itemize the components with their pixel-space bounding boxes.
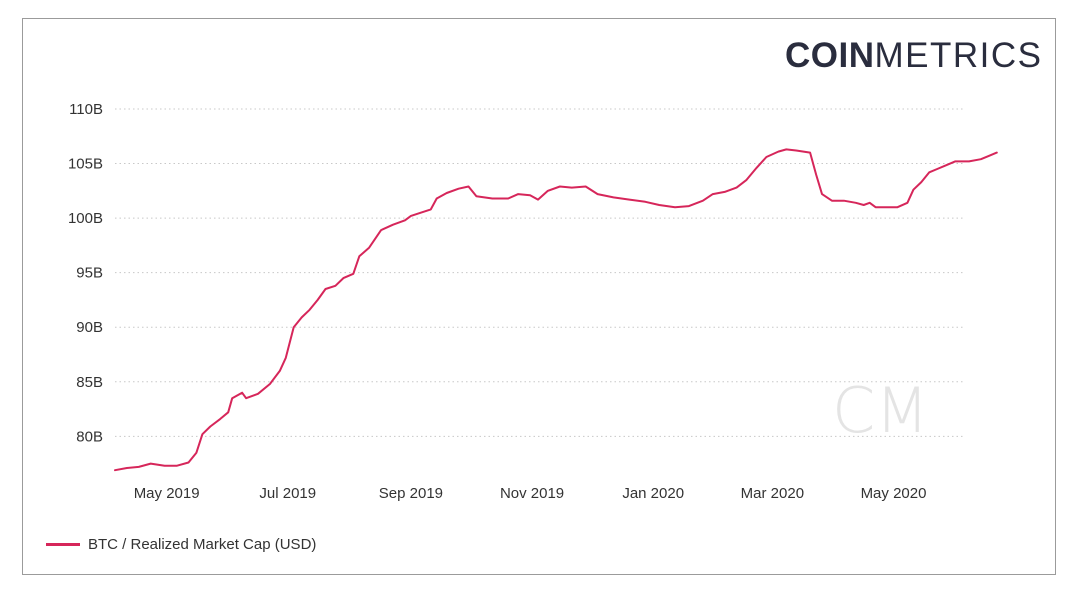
- y-tick-label: 80B: [76, 428, 103, 445]
- y-tick-label: 85B: [76, 374, 103, 391]
- x-axis-ticks: May 2019 Jul 2019 Sep 2019 Nov 2019 Jan 2020…: [134, 485, 927, 502]
- x-tick-label: May 2020: [861, 485, 927, 502]
- y-axis-ticks: 80B 85B 90B 95B 100B 105B 110B: [68, 101, 103, 445]
- legend-swatch: [46, 543, 80, 546]
- x-tick-label: Jul 2019: [259, 485, 316, 502]
- x-tick-label: Nov 2019: [500, 485, 564, 502]
- y-tick-label: 105B: [68, 156, 103, 173]
- logo-light-text: METRICS: [874, 36, 1043, 75]
- legend-label: BTC / Realized Market Cap (USD): [88, 536, 317, 553]
- x-tick-label: Jan 2020: [622, 485, 684, 502]
- y-tick-label: 95B: [76, 265, 103, 282]
- y-tick-label: 100B: [68, 210, 103, 227]
- watermark-text: CM: [832, 374, 929, 447]
- logo-bold-text: COIN: [785, 36, 875, 75]
- y-tick-label: 110B: [69, 101, 103, 118]
- x-tick-label: Mar 2020: [741, 485, 804, 502]
- legend[interactable]: BTC / Realized Market Cap (USD): [46, 536, 316, 553]
- coinmetrics-logo: COINMETRICS: [785, 38, 1043, 73]
- chart-frame: [22, 18, 1056, 575]
- x-tick-label: Sep 2019: [379, 485, 443, 502]
- series-group: [114, 148, 998, 472]
- y-tick-label: 90B: [76, 319, 103, 336]
- cm-watermark: CM: [832, 374, 929, 447]
- x-tick-label: May 2019: [134, 485, 200, 502]
- series-line-realized-cap: [114, 148, 998, 472]
